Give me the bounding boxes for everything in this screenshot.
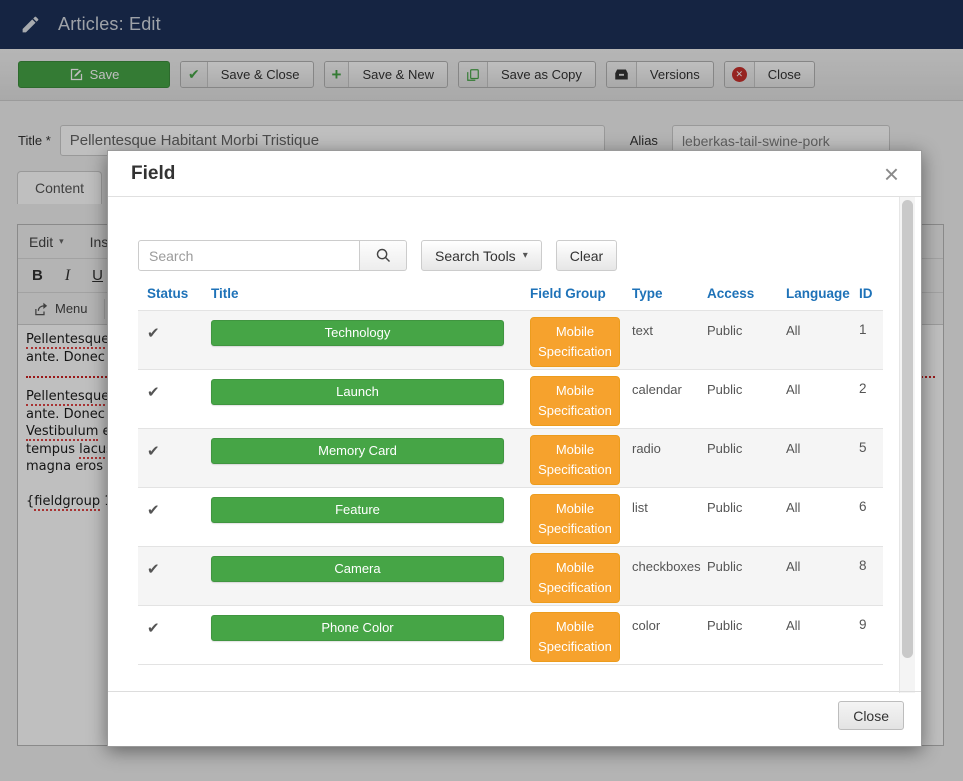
status-check-icon: ✔ [138, 311, 202, 370]
field-id: 9 [850, 606, 883, 665]
field-group-button[interactable]: Mobile Specification [530, 376, 620, 426]
field-access: Public [698, 429, 777, 488]
chevron-down-icon: ▾ [523, 250, 528, 261]
field-group-button[interactable]: Mobile Specification [530, 612, 620, 662]
table-row: ✔ Launch Mobile Specification calendar P… [138, 370, 883, 429]
field-group-button[interactable]: Mobile Specification [530, 317, 620, 367]
col-field-group[interactable]: Field Group [521, 279, 623, 311]
col-type[interactable]: Type [623, 279, 698, 311]
search-submit-button[interactable] [360, 240, 407, 271]
table-row: ✔ Feature Mobile Specification list Publ… [138, 488, 883, 547]
status-check-icon: ✔ [138, 547, 202, 606]
field-id: 2 [850, 370, 883, 429]
col-title[interactable]: Title [202, 279, 521, 311]
field-title-button[interactable]: Camera [211, 556, 504, 582]
field-type: calendar [623, 370, 698, 429]
field-id: 6 [850, 488, 883, 547]
field-language: All [777, 547, 850, 606]
field-access: Public [698, 370, 777, 429]
field-group-button[interactable]: Mobile Specification [530, 553, 620, 603]
field-type: color [623, 606, 698, 665]
search-input[interactable] [138, 240, 360, 271]
modal-close-button[interactable]: Close [838, 701, 904, 730]
search-icon [375, 247, 392, 264]
table-row: ✔ Camera Mobile Specification checkboxes… [138, 547, 883, 606]
field-type: checkboxes [623, 547, 698, 606]
filter-bar: Search Tools ▾ Clear [138, 240, 921, 271]
col-id[interactable]: ID [850, 279, 883, 311]
field-access: Public [698, 547, 777, 606]
status-check-icon: ✔ [138, 488, 202, 547]
field-access: Public [698, 488, 777, 547]
field-language: All [777, 606, 850, 665]
field-title-button[interactable]: Launch [211, 379, 504, 405]
fields-table: Status Title Field Group Type Access Lan… [138, 279, 883, 665]
field-type: list [623, 488, 698, 547]
field-title-button[interactable]: Feature [211, 497, 504, 523]
field-id: 8 [850, 547, 883, 606]
modal-body: Search Tools ▾ Clear Status Title Field … [108, 197, 921, 693]
col-language[interactable]: Language [777, 279, 850, 311]
status-check-icon: ✔ [138, 606, 202, 665]
close-icon[interactable]: × [884, 161, 899, 187]
status-check-icon: ✔ [138, 370, 202, 429]
table-header-row: Status Title Field Group Type Access Lan… [138, 279, 883, 311]
field-language: All [777, 311, 850, 370]
field-title-button[interactable]: Phone Color [211, 615, 504, 641]
field-group-button[interactable]: Mobile Specification [530, 494, 620, 544]
table-row: ✔ Technology Mobile Specification text P… [138, 311, 883, 370]
field-id: 5 [850, 429, 883, 488]
field-access: Public [698, 606, 777, 665]
modal-header: Field × [108, 151, 921, 197]
field-type: radio [623, 429, 698, 488]
clear-button[interactable]: Clear [556, 240, 617, 271]
field-language: All [777, 370, 850, 429]
modal-title: Field [131, 163, 175, 185]
table-row: ✔ Memory Card Mobile Specification radio… [138, 429, 883, 488]
col-access[interactable]: Access [698, 279, 777, 311]
field-title-button[interactable]: Technology [211, 320, 504, 346]
field-access: Public [698, 311, 777, 370]
field-id: 1 [850, 311, 883, 370]
modal-footer: Close [108, 691, 921, 746]
field-language: All [777, 488, 850, 547]
scrollbar-thumb[interactable] [902, 200, 913, 658]
field-type: text [623, 311, 698, 370]
field-language: All [777, 429, 850, 488]
col-status[interactable]: Status [138, 279, 202, 311]
field-modal: Field × Search Tools ▾ Clear Statu [107, 150, 922, 747]
table-row: ✔ Phone Color Mobile Specification color… [138, 606, 883, 665]
search-tools-button[interactable]: Search Tools ▾ [421, 240, 542, 271]
field-title-button[interactable]: Memory Card [211, 438, 504, 464]
modal-scrollbar[interactable] [899, 197, 915, 693]
field-group-button[interactable]: Mobile Specification [530, 435, 620, 485]
status-check-icon: ✔ [138, 429, 202, 488]
